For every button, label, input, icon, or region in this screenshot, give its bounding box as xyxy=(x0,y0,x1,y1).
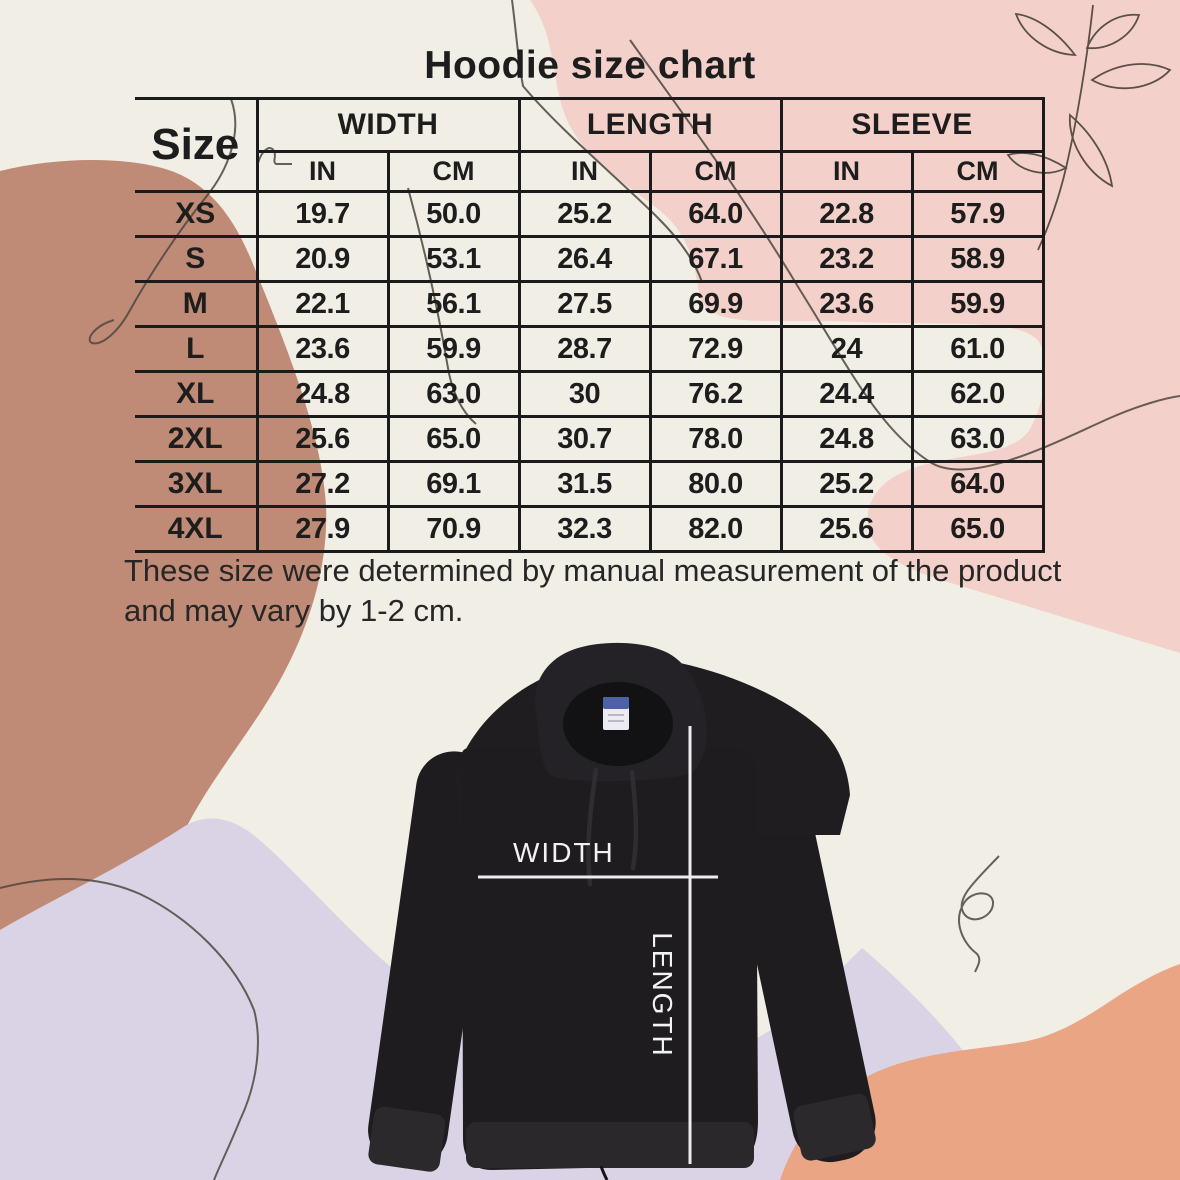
measurement-cell: 22.8 xyxy=(779,190,914,238)
measurement-cell: 67.1 xyxy=(648,235,783,283)
measurement-overlay: WIDTH LENGTH xyxy=(478,726,718,1164)
size-cell: XL xyxy=(135,370,259,418)
measurement-cell: 24.4 xyxy=(779,370,914,418)
measurement-cell: 61.0 xyxy=(910,325,1045,373)
peach-blob xyxy=(780,964,1180,1180)
measurement-cell: 22.1 xyxy=(255,280,390,328)
width-measurement-label: WIDTH xyxy=(513,837,615,868)
measurement-cell: 28.7 xyxy=(517,325,652,373)
measurement-cell: 25.2 xyxy=(517,190,652,238)
measurement-cell: 63.0 xyxy=(910,415,1045,463)
measurement-cell: 26.4 xyxy=(517,235,652,283)
size-column-header: Size xyxy=(135,97,259,193)
measurement-cell: 23.6 xyxy=(255,325,390,373)
unit-header-cell: CM xyxy=(910,150,1045,193)
hoodie-hem-band xyxy=(466,1122,754,1168)
table-unit-header-row: IN CM IN CM IN CM xyxy=(135,150,1045,193)
size-cell: L xyxy=(135,325,259,373)
size-cell: M xyxy=(135,280,259,328)
measurement-cell: 24 xyxy=(779,325,914,373)
page-title: Hoodie size chart xyxy=(424,44,756,87)
table-row: M 22.1 56.1 27.5 69.9 23.6 59.9 xyxy=(135,280,1045,328)
measurement-cell: 70.9 xyxy=(386,505,521,553)
table-row: 4XL 27.9 70.9 32.3 82.0 25.6 65.0 xyxy=(135,505,1045,553)
measurement-cell: 31.5 xyxy=(517,460,652,508)
measurement-cell: 25.6 xyxy=(255,415,390,463)
note-line-2: and may vary by 1-2 cm. xyxy=(124,593,464,628)
size-cell: 2XL xyxy=(135,415,259,463)
measurement-cell: 30.7 xyxy=(517,415,652,463)
hoodie-body xyxy=(461,748,758,1170)
size-cell: XS xyxy=(135,190,259,238)
hood-drawstrings xyxy=(586,767,639,887)
measurement-cell: 65.0 xyxy=(910,505,1045,553)
measurement-cell: 76.2 xyxy=(648,370,783,418)
measurement-cell: 32.3 xyxy=(517,505,652,553)
table-row: 3XL 27.2 69.1 31.5 80.0 25.2 64.0 xyxy=(135,460,1045,508)
measurement-cell: 53.1 xyxy=(386,235,521,283)
unit-header-cell: IN xyxy=(255,150,390,193)
width-group-header: WIDTH xyxy=(255,97,521,153)
measurement-cell: 69.1 xyxy=(386,460,521,508)
measurement-cell: 59.9 xyxy=(910,280,1045,328)
hoodie-left-cuff xyxy=(368,1106,446,1172)
measurement-note: These size were determined by manual mea… xyxy=(124,551,1094,631)
measurement-cell: 72.9 xyxy=(648,325,783,373)
measurement-cell: 57.9 xyxy=(910,190,1045,238)
unit-header-cell: CM xyxy=(386,150,521,193)
measurement-cell: 65.0 xyxy=(386,415,521,463)
table-row: XL 24.8 63.0 30 76.2 24.4 62.0 xyxy=(135,370,1045,418)
measurement-cell: 23.2 xyxy=(779,235,914,283)
measurement-cell: 23.6 xyxy=(779,280,914,328)
neck-tag xyxy=(603,697,629,730)
unit-header-cell: CM xyxy=(648,150,783,193)
measurement-cell: 64.0 xyxy=(910,460,1045,508)
measurement-cell: 25.2 xyxy=(779,460,914,508)
measurement-cell: 27.9 xyxy=(255,505,390,553)
measurement-cell: 69.9 xyxy=(648,280,783,328)
measurement-cell: 58.9 xyxy=(910,235,1045,283)
table-row: S 20.9 53.1 26.4 67.1 23.2 58.9 xyxy=(135,235,1045,283)
measurement-cell: 50.0 xyxy=(386,190,521,238)
measurement-cell: 20.9 xyxy=(255,235,390,283)
note-line-1: These size were determined by manual mea… xyxy=(124,553,1062,588)
sleeve-group-header: SLEEVE xyxy=(779,97,1045,153)
hoodie-right-cuff xyxy=(793,1093,876,1161)
measurement-cell: 82.0 xyxy=(648,505,783,553)
leaf-branch-art xyxy=(1006,4,1172,251)
size-cell: 3XL xyxy=(135,460,259,508)
measurement-cell: 62.0 xyxy=(910,370,1045,418)
size-cell: S xyxy=(135,235,259,283)
unit-header-cell: IN xyxy=(517,150,652,193)
unit-header-cell: IN xyxy=(779,150,914,193)
hoodie-right-sleeve xyxy=(720,747,876,1163)
hem-drawcord xyxy=(599,1165,609,1180)
size-table: Size WIDTH LENGTH SLEEVE IN CM IN CM IN CM XS… xyxy=(135,97,1045,553)
measurement-cell: 27.5 xyxy=(517,280,652,328)
measurement-cell: 25.6 xyxy=(779,505,914,553)
measurement-cell: 30 xyxy=(517,370,652,418)
table-row: L 23.6 59.9 28.7 72.9 24 61.0 xyxy=(135,325,1045,373)
length-group-header: LENGTH xyxy=(517,97,783,153)
measurement-cell: 63.0 xyxy=(386,370,521,418)
measurement-cell: 78.0 xyxy=(648,415,783,463)
table-row: 2XL 25.6 65.0 30.7 78.0 24.8 63.0 xyxy=(135,415,1045,463)
measurement-cell: 24.8 xyxy=(779,415,914,463)
table-group-header-row: Size WIDTH LENGTH SLEEVE xyxy=(135,97,1045,193)
measurement-cell: 80.0 xyxy=(648,460,783,508)
measurement-cell: 19.7 xyxy=(255,190,390,238)
length-measurement-label: LENGTH xyxy=(647,932,678,1058)
table-row: XS 19.7 50.0 25.2 64.0 22.8 57.9 xyxy=(135,190,1045,238)
measurement-cell: 59.9 xyxy=(386,325,521,373)
measurement-cell: 56.1 xyxy=(386,280,521,328)
measurement-cell: 27.2 xyxy=(255,460,390,508)
hoodie-shape xyxy=(368,642,876,1180)
measurement-cell: 24.8 xyxy=(255,370,390,418)
measurement-cell: 64.0 xyxy=(648,190,783,238)
size-cell: 4XL xyxy=(135,505,259,553)
